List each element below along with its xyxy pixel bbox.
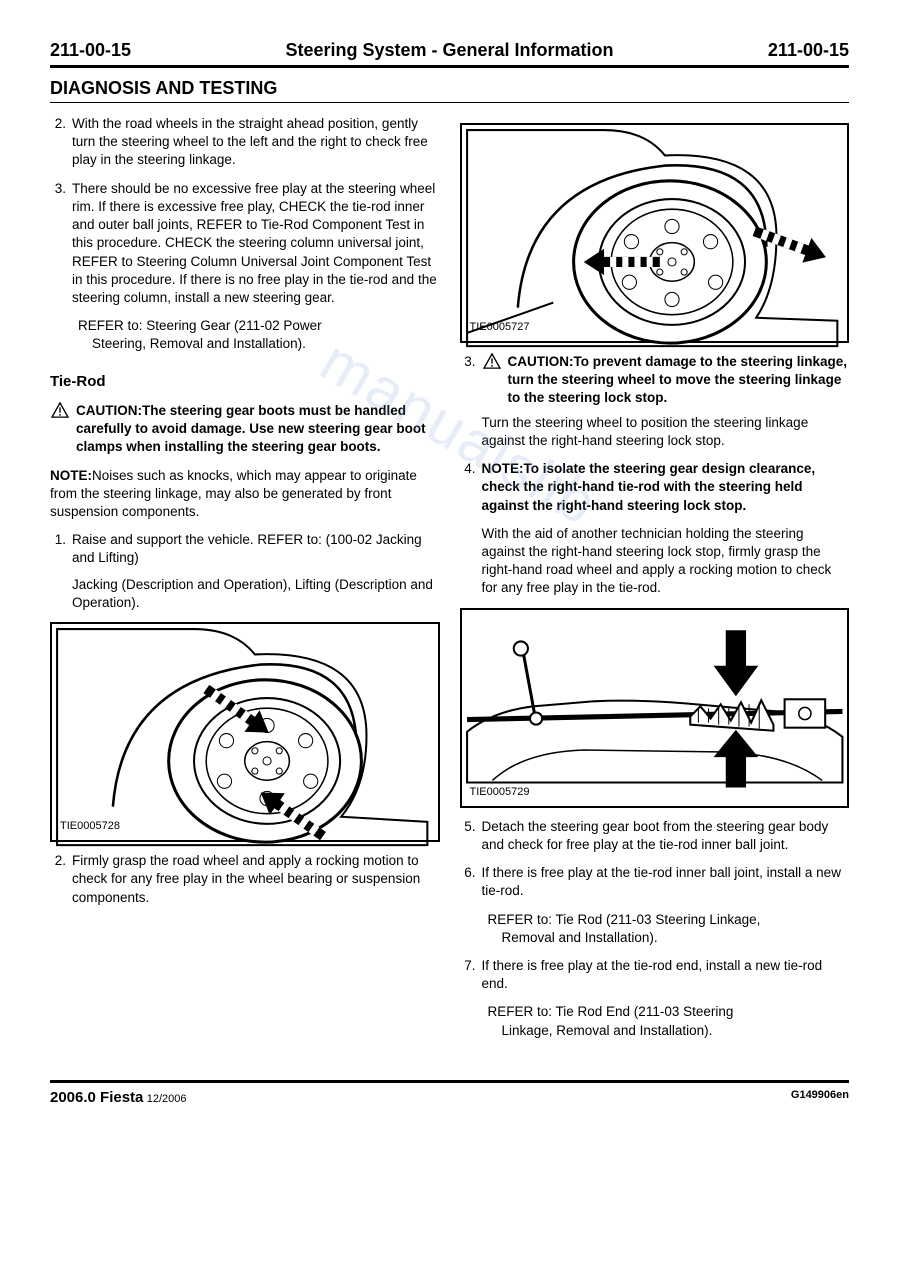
- refer-block: REFER to: Steering Gear (211-02 Power St…: [78, 317, 440, 353]
- item-number: 1.: [50, 531, 72, 612]
- list-item: 3. There should be no excessive free pla…: [50, 180, 440, 308]
- page-header: 211-00-15 Steering System - General Info…: [50, 40, 849, 68]
- refer-line: Linkage, Removal and Installation).: [502, 1022, 850, 1040]
- refer-line: Removal and Installation).: [502, 929, 850, 947]
- tierod-heading: Tie-Rod: [50, 372, 440, 392]
- list-item: 6. If there is free play at the tie-rod …: [460, 864, 850, 900]
- item-body: With the road wheels in the straight ahe…: [72, 115, 440, 170]
- item-body: NOTE:To isolate the steering gear design…: [482, 460, 850, 598]
- warning-icon: [50, 402, 70, 420]
- refer-block: REFER to: Tie Rod End (211-03 Steering L…: [488, 1003, 850, 1039]
- item-body: If there is free play at the tie-rod inn…: [482, 864, 850, 900]
- item-body: Detach the steering gear boot from the s…: [482, 818, 850, 854]
- item-number: 2.: [50, 852, 72, 907]
- item-line: Raise and support the vehicle. REFER to:…: [72, 531, 440, 567]
- figure-wheel-diagonal: TIE0005728: [50, 622, 440, 842]
- refer-line: REFER to: Tie Rod (211-03 Steering Linka…: [488, 911, 850, 929]
- item-number: 3.: [460, 353, 482, 450]
- refer-block: REFER to: Tie Rod (211-03 Steering Linka…: [488, 911, 850, 947]
- footer-date: 12/2006: [147, 1093, 187, 1105]
- list-item: 7. If there is free play at the tie-rod …: [460, 957, 850, 993]
- caution-text: CAUTION:To prevent damage to the steerin…: [508, 353, 850, 408]
- note-block: NOTE:To isolate the steering gear design…: [482, 460, 850, 515]
- figure-label: TIE0005728: [60, 819, 120, 834]
- section-title: DIAGNOSIS AND TESTING: [50, 78, 849, 103]
- list-item: 1. Raise and support the vehicle. REFER …: [50, 531, 440, 612]
- item-number: 3.: [50, 180, 72, 308]
- note-text: To isolate the steering gear design clea…: [482, 461, 816, 512]
- item-body: There should be no excessive free play a…: [72, 180, 440, 308]
- header-center: Steering System - General Information: [131, 40, 768, 61]
- item-body: Firmly grasp the road wheel and apply a …: [72, 852, 440, 907]
- item-number: 7.: [460, 957, 482, 993]
- note-block: NOTE:Noises such as knocks, which may ap…: [50, 467, 440, 522]
- content-columns: 2. With the road wheels in the straight …: [50, 115, 849, 1050]
- header-left: 211-00-15: [50, 40, 131, 61]
- item-line: Jacking (Description and Operation), Lif…: [72, 576, 440, 612]
- item-number: 2.: [50, 115, 72, 170]
- item-body: If there is free play at the tie-rod end…: [482, 957, 850, 993]
- list-item: 5. Detach the steering gear boot from th…: [460, 818, 850, 854]
- refer-line: REFER to: Steering Gear (211-02 Power: [78, 317, 440, 335]
- page-footer: 2006.0 Fiesta 12/2006 G149906en: [50, 1080, 849, 1106]
- figure-label: TIE0005727: [470, 320, 530, 335]
- note-text: Noises such as knocks, which may appear …: [50, 468, 417, 519]
- footer-model: 2006.0 Fiesta: [50, 1089, 143, 1106]
- footer-left: 2006.0 Fiesta 12/2006: [50, 1089, 187, 1106]
- left-column: 2. With the road wheels in the straight …: [50, 115, 440, 1050]
- right-column: TIE0005727 3. CAUTION:To prevent damage …: [460, 115, 850, 1050]
- header-right: 211-00-15: [768, 40, 849, 61]
- list-item: 4. NOTE:To isolate the steering gear des…: [460, 460, 850, 598]
- list-item: 3. CAUTION:To prevent damage to the stee…: [460, 353, 850, 450]
- note-lead: NOTE:: [50, 468, 92, 483]
- figure-wheel-horizontal: TIE0005727: [460, 123, 850, 343]
- list-item: 2. Firmly grasp the road wheel and apply…: [50, 852, 440, 907]
- caution-block: CAUTION:The steering gear boots must be …: [50, 402, 440, 457]
- item-body: CAUTION:To prevent damage to the steerin…: [482, 353, 850, 450]
- figure-label: TIE0005729: [470, 785, 530, 800]
- footer-doc: G149906en: [791, 1089, 849, 1106]
- item-line: Turn the steering wheel to position the …: [482, 414, 850, 450]
- item-number: 5.: [460, 818, 482, 854]
- item-line: With the aid of another technician holdi…: [482, 525, 850, 598]
- refer-line: Steering, Removal and Installation).: [92, 335, 440, 353]
- figure-tierod: TIE0005729: [460, 608, 850, 808]
- caution-text: CAUTION:The steering gear boots must be …: [76, 402, 440, 457]
- refer-line: REFER to: Tie Rod End (211-03 Steering: [488, 1003, 850, 1021]
- item-number: 4.: [460, 460, 482, 598]
- list-item: 2. With the road wheels in the straight …: [50, 115, 440, 170]
- item-body: Raise and support the vehicle. REFER to:…: [72, 531, 440, 612]
- item-number: 6.: [460, 864, 482, 900]
- note-lead: NOTE:: [482, 461, 524, 476]
- warning-icon: [482, 353, 502, 371]
